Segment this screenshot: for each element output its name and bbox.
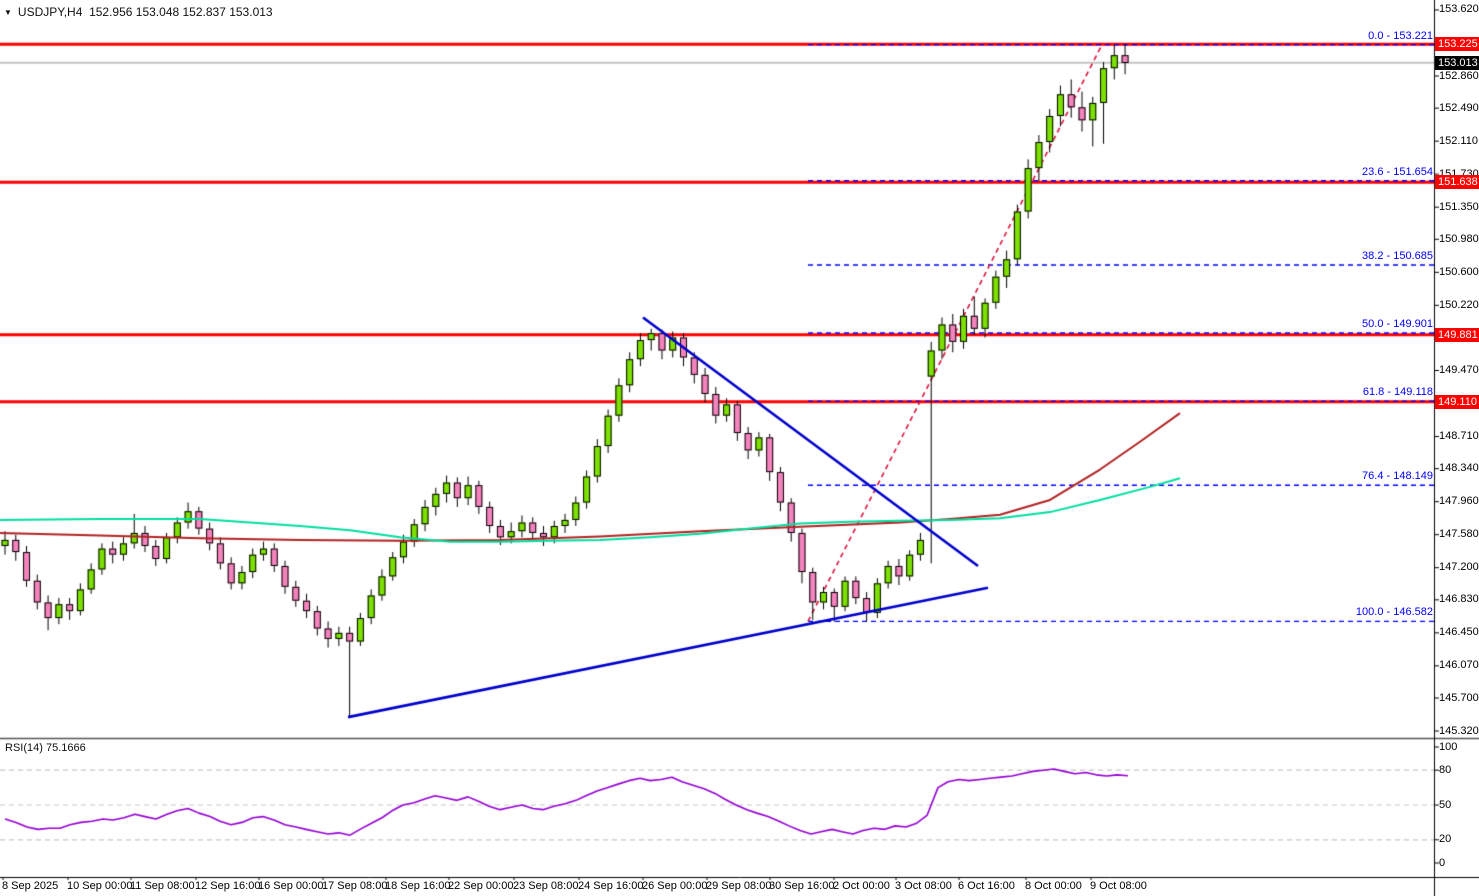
time-axis-label: 29 Sep 08:00 [706,880,772,892]
price-axis-label: 150.980 [1439,232,1479,245]
time-axis-label: 30 Sep 16:00 [769,880,835,892]
fib-level-label: 38.2 - 150.685 [1362,249,1433,262]
fib-level-label: 0.0 - 153.221 [1368,29,1433,42]
rsi-axis-label: 100 [1439,740,1458,753]
fib-level-label: 100.0 - 146.582 [1355,606,1433,619]
time-axis-label: 18 Sep 16:00 [385,880,451,892]
time-axis-label: 24 Sep 16:00 [578,880,644,892]
price-axis-label: 148.340 [1439,462,1479,475]
time-axis-label: 11 Sep 08:00 [130,880,195,892]
price-axis-label: 153.620 [1439,3,1479,16]
rsi-axis-label: 50 [1439,798,1452,811]
fib-level-label: 50.0 - 149.901 [1362,318,1433,331]
price-axis-label: 145.700 [1439,691,1479,704]
time-axis-label: 9 Oct 08:00 [1090,880,1147,892]
rsi-indicator-label: RSI(14) 75.1666 [5,742,86,754]
price-axis-label: 150.220 [1439,298,1479,311]
time-axis-label: 6 Oct 16:00 [958,880,1015,892]
sr-price-badge: 153.225 [1435,37,1479,52]
chart-ohlc-values: 152.956 153.048 152.837 153.013 [89,5,273,19]
symbol-dropdown-icon[interactable]: ▼ [4,8,12,17]
price-axis-label: 147.960 [1439,495,1479,508]
fib-level-label: 23.6 - 151.654 [1362,165,1433,178]
price-axis-label: 150.600 [1439,265,1479,278]
chart-symbol-timeframe: USDJPY,H4 [17,5,83,19]
price-axis-label: 152.110 [1439,134,1478,147]
price-axis-label: 147.200 [1439,561,1479,574]
fib-level-label: 76.4 - 148.149 [1362,470,1433,483]
price-axis-label: 147.580 [1439,528,1479,541]
fib-level-label: 61.8 - 149.118 [1362,386,1433,399]
time-axis-label: 23 Sep 08:00 [513,880,579,892]
price-axis-label: 152.860 [1439,69,1479,82]
time-axis-label: 17 Sep 08:00 [322,880,388,892]
sr-price-badge: 149.881 [1435,327,1479,342]
time-axis-label: 22 Sep 00:00 [448,880,514,892]
time-axis-label: 10 Sep 00:00 [67,880,133,892]
time-axis-label: 8 Oct 00:00 [1025,880,1082,892]
current-price-badge: 153.013 [1435,55,1479,70]
price-axis-label: 146.070 [1439,659,1479,672]
price-axis-label: 149.470 [1439,364,1479,376]
time-axis-label: 26 Sep 00:00 [642,880,708,892]
price-axis-label: 146.830 [1439,593,1479,606]
chart-title: ▼ USDJPY,H4 152.956 153.048 152.837 153.0… [4,5,273,19]
price-axis-label: 152.490 [1439,101,1479,114]
time-axis-label: 2 Oct 00:00 [833,880,890,892]
sr-price-badge: 151.638 [1435,175,1479,190]
price-axis-label: 146.450 [1439,626,1479,639]
time-axis-label: 3 Oct 08:00 [895,880,952,892]
rsi-axis-label: 0 [1439,856,1446,869]
price-axis-label: 151.350 [1439,200,1479,213]
sr-price-badge: 149.110 [1435,394,1479,409]
price-axis-label: 148.710 [1439,430,1479,443]
rsi-axis-label: 80 [1439,763,1452,776]
time-axis-label: 12 Sep 16:00 [195,880,261,892]
time-axis-label: 16 Sep 00:00 [258,880,324,892]
time-axis-label: 8 Sep 2025 [2,880,59,892]
price-axis-label: 145.320 [1439,724,1479,737]
rsi-axis-label: 20 [1439,833,1452,846]
